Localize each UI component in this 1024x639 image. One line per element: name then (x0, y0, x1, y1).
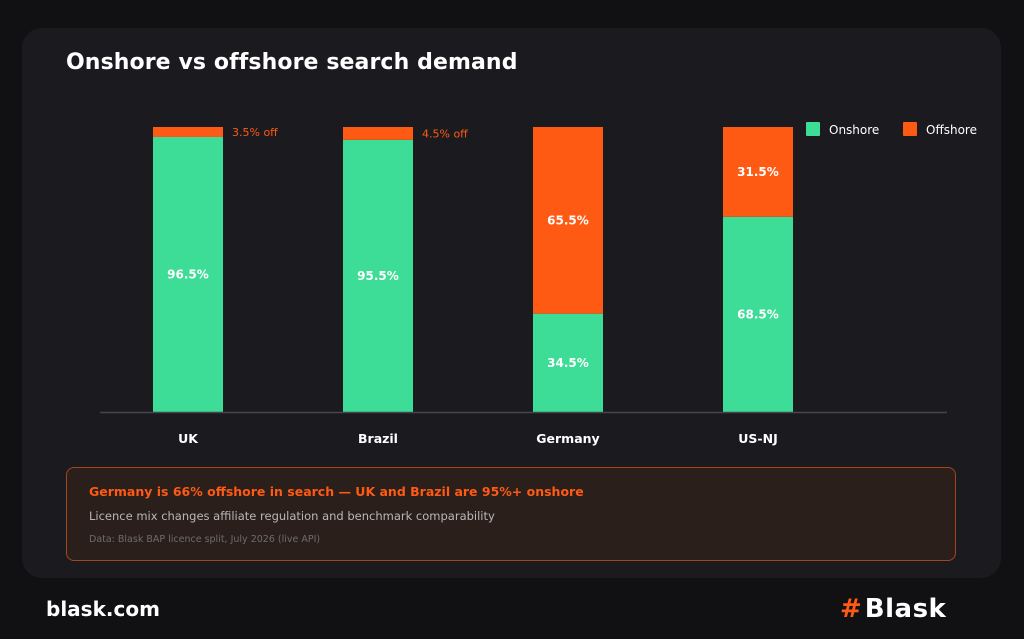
data-label-onshore: 68.5% (737, 307, 779, 321)
data-label-onshore: 95.5% (357, 269, 399, 283)
logo-text: Blask (864, 594, 947, 624)
x-tick-label: US-NJ (738, 431, 777, 446)
footer-site-link[interactable]: blask.com (46, 597, 160, 621)
data-label-onshore: 34.5% (547, 356, 589, 370)
x-tick-label: UK (178, 431, 199, 446)
insight-box: Germany is 66% offshore in search — UK a… (66, 467, 956, 561)
x-tick-label: Brazil (358, 431, 398, 446)
data-label-onshore: 96.5% (167, 267, 209, 281)
data-label-offshore: 3.5% off (232, 126, 278, 139)
data-label-offshore: 31.5% (737, 165, 779, 179)
bar-offshore-brazil (343, 127, 413, 140)
insight-headline: Germany is 66% offshore in search — UK a… (89, 484, 584, 499)
bar-offshore-uk (153, 127, 223, 137)
bar-onshore-uk (153, 136, 223, 412)
bar-offshore-germany (533, 127, 603, 314)
bar-offshore-us-nj (723, 127, 793, 217)
legend-swatch-offshore (903, 122, 917, 136)
bar-onshore-germany (533, 313, 603, 412)
bar-onshore-us-nj (723, 216, 793, 412)
brand-logo: # Blask (840, 592, 946, 626)
legend-label-onshore: Onshore (829, 123, 879, 137)
legend-label-offshore: Offshore (926, 123, 977, 137)
hash-icon: # (840, 594, 862, 624)
legend-swatch-onshore (806, 122, 820, 136)
bar-onshore-brazil (343, 139, 413, 412)
data-label-offshore: 65.5% (547, 213, 589, 227)
insight-body: Licence mix changes affiliate regulation… (89, 509, 495, 523)
data-label-offshore: 4.5% off (422, 127, 468, 140)
x-tick-label: Germany (536, 431, 599, 446)
chart-title: Onshore vs offshore search demand (66, 50, 518, 75)
data-source: Data: Blask BAP licence split, July 2026… (89, 534, 321, 545)
